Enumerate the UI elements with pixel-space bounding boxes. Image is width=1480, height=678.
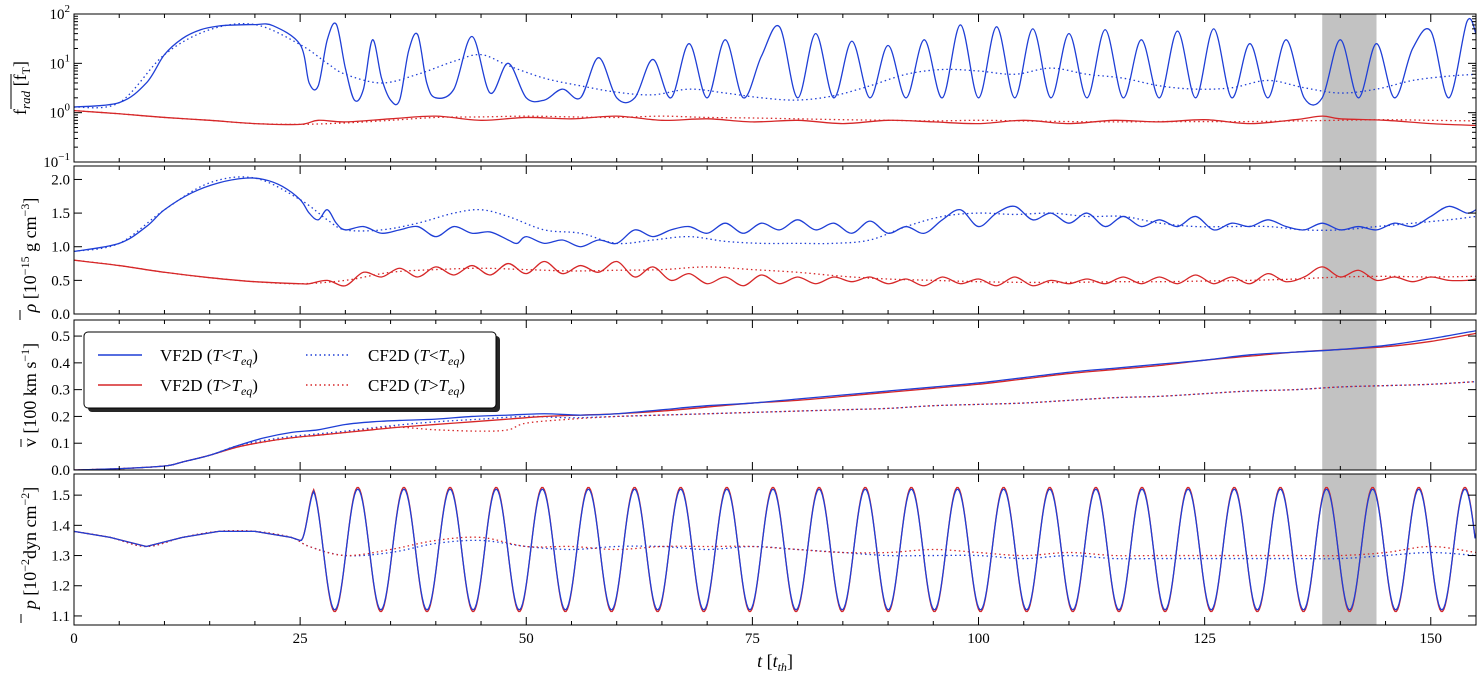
ytick-label: 1.5: [51, 488, 70, 504]
ylabel-p: p [10−2dyn cm−2]: [18, 487, 40, 623]
panel-rho: 0.0 0.5 1.0 1.5 2.0: [51, 165, 1477, 323]
ytick-label: 0.4: [51, 356, 70, 372]
xtick-label: 25: [293, 631, 308, 647]
panel-p: 1.1 1.2 1.3 1.4 1.5: [51, 473, 1477, 626]
legend: VF2D (T<Teq) VF2D (T>Teq) CF2D (T<Teq) C…: [83, 331, 500, 412]
legend-entry-vf-hot: VF2D (T>Teq): [98, 376, 258, 398]
svg-text:CF2D (T<Teq): CF2D (T<Teq): [368, 346, 465, 368]
series-vf-hot: [74, 259, 1476, 287]
panel-frad: 10−1 100 101 102: [43, 3, 1477, 171]
svg-text:p [10−2dyn cm−2]: p [10−2dyn cm−2]: [18, 487, 40, 612]
xtick-label: 75: [745, 631, 760, 647]
ytick-label: 0.3: [51, 383, 70, 399]
ytick-label: 1.1: [51, 609, 70, 625]
xtick-label: 50: [519, 631, 534, 647]
ytick-label: 1.0: [51, 240, 70, 256]
ytick-label: 0.0: [51, 307, 70, 323]
series-vf-cold: [74, 177, 1476, 253]
svg-text:v [100 km s−1]: v [100 km s−1]: [18, 343, 40, 447]
legend-entry-cf-hot: CF2D (T>Teq): [306, 376, 465, 398]
panel-v: 0.0 0.1 0.2 0.3 0.4 0.5: [51, 319, 1477, 479]
ytick-label: 2.0: [51, 172, 70, 188]
shaded-region: [1322, 166, 1377, 314]
ytick-label: 102: [50, 3, 71, 23]
ytick-label: 0.5: [51, 329, 70, 345]
xlabel: t [tth]: [757, 651, 793, 674]
ytick-label: 0.1: [51, 436, 70, 452]
ylabel-frad: frad [fT]: [10, 61, 33, 115]
ytick-label: 1.2: [51, 579, 70, 595]
ytick-label: 1.3: [51, 549, 70, 565]
ytick-label: 0.0: [51, 463, 70, 479]
svg-text:t [tth]: t [tth]: [757, 651, 793, 674]
ytick-label: 0.5: [51, 273, 70, 289]
xtick-label: 0: [70, 631, 78, 647]
svg-text:frad [fT]: frad [fT]: [10, 61, 33, 115]
svg-text:ρ [10−15 g cm−3]: ρ [10−15 g cm−3]: [18, 198, 40, 314]
series-vf-hot: [74, 486, 1476, 613]
ylabel-v: v [100 km s−1]: [18, 343, 40, 447]
ytick-label: 1.4: [51, 518, 70, 534]
panel-frame: [73, 473, 1477, 626]
series-cf-cold: [74, 380, 1476, 470]
shaded-region: [1322, 14, 1377, 162]
series-cf-cold: [74, 529, 1476, 560]
svg-text:VF2D (T<Teq): VF2D (T<Teq): [160, 346, 258, 368]
series-vf-cold: [74, 330, 1476, 470]
series-vf-cold: [74, 488, 1476, 611]
ylabel-rho: ρ [10−15 g cm−3]: [18, 198, 40, 320]
ytick-label: 0.2: [51, 409, 70, 425]
shaded-region: [1322, 320, 1377, 470]
series-vf-hot: [74, 109, 1476, 127]
panel-frame: [73, 165, 1477, 315]
xtick-label: 125: [1193, 631, 1216, 647]
panel-frame: [73, 13, 1477, 163]
ytick-label: 101: [50, 52, 71, 72]
ytick-label: 10−1: [43, 151, 70, 171]
ytick-label: 1.5: [51, 206, 70, 222]
legend-entry-vf-cold: VF2D (T<Teq): [98, 346, 258, 368]
svg-text:VF2D (T>Teq): VF2D (T>Teq): [160, 376, 258, 398]
series-cf-hot: [74, 259, 1476, 285]
legend-entry-cf-cold: CF2D (T<Teq): [306, 346, 465, 368]
panel-frame: [73, 319, 1477, 471]
xtick-label: 150: [1420, 631, 1443, 647]
series-cf-hot: [74, 529, 1476, 557]
svg-text:CF2D (T>Teq): CF2D (T>Teq): [368, 376, 465, 398]
series-vf-cold: [74, 18, 1476, 108]
xtick-label: 100: [967, 631, 990, 647]
ytick-label: 100: [50, 102, 71, 122]
